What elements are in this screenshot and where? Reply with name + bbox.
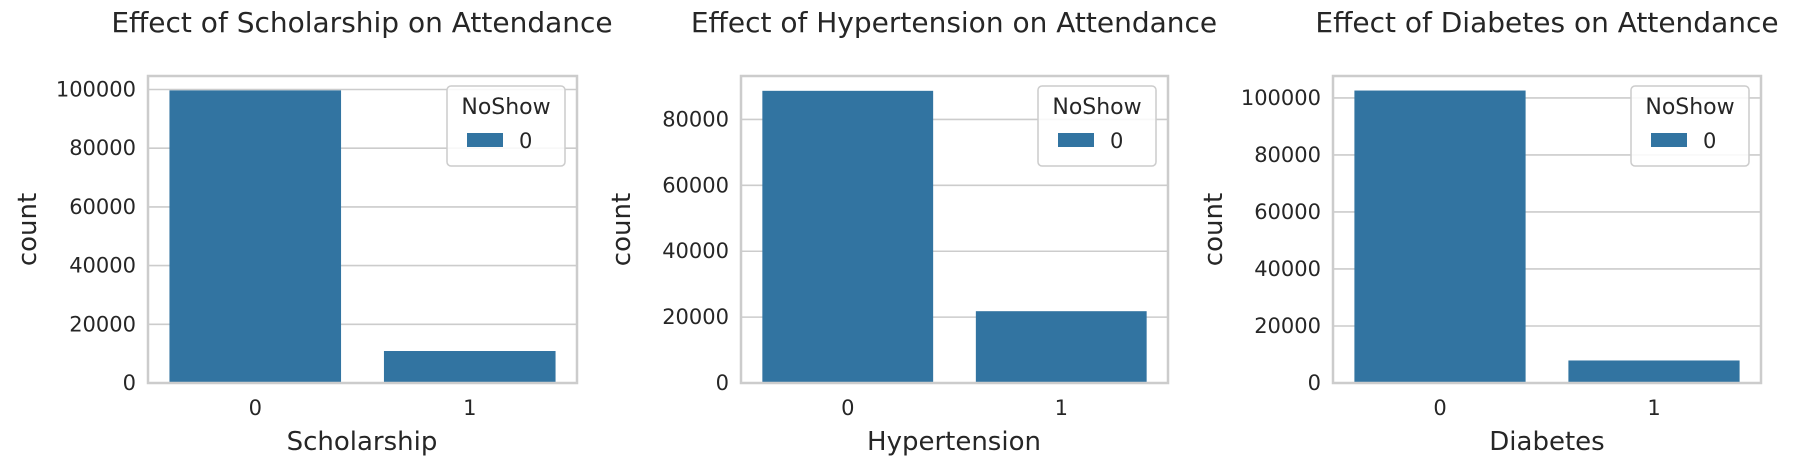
bar-0 xyxy=(762,90,934,383)
legend-swatch xyxy=(467,133,503,147)
legend-swatch xyxy=(1651,133,1687,147)
y-axis-label: count xyxy=(607,193,637,266)
bar-1 xyxy=(1568,360,1740,383)
x-axis-label: Hypertension xyxy=(867,427,1041,457)
chart-hypertension: Effect of Hypertension on Attendance 0 200… xyxy=(607,6,1217,457)
y-tick-label: 100000 xyxy=(1241,86,1321,110)
bar-0 xyxy=(169,90,342,383)
legend: NoShow 0 xyxy=(1630,85,1750,167)
legend: NoShow 0 xyxy=(1037,85,1157,167)
bar-1 xyxy=(975,311,1147,383)
y-tick-label: 80000 xyxy=(1254,143,1321,167)
plot-frame xyxy=(146,74,579,385)
x-tick-label: 1 xyxy=(463,396,476,420)
x-tick-label: 0 xyxy=(1433,396,1446,420)
chart-title: Effect of Diabetes on Attendance xyxy=(1315,6,1778,39)
plot-frame xyxy=(739,74,1170,385)
y-tick-label: 20000 xyxy=(1254,314,1321,338)
chart-title: Effect of Scholarship on Attendance xyxy=(111,6,612,39)
x-tick-label: 0 xyxy=(249,396,262,420)
chart-scholarship: Effect of Scholarship on Attendance 0 2000… xyxy=(13,6,613,457)
legend-label: 0 xyxy=(519,129,532,153)
y-tick-label: 40000 xyxy=(1254,257,1321,281)
bar-0 xyxy=(1354,90,1526,384)
y-tick-label: 80000 xyxy=(69,136,136,160)
legend: NoShow 0 xyxy=(446,85,566,167)
y-tick-label: 0 xyxy=(1308,371,1321,395)
legend-title: NoShow xyxy=(1052,95,1141,120)
y-tick-label: 80000 xyxy=(662,107,729,131)
bar-1 xyxy=(383,351,556,383)
y-axis-label: count xyxy=(1199,193,1229,266)
legend-title: NoShow xyxy=(1645,95,1734,120)
y-tick-label: 40000 xyxy=(662,239,729,263)
y-tick-label: 60000 xyxy=(69,195,136,219)
x-axis-label: Diabetes xyxy=(1489,427,1604,457)
legend-swatch xyxy=(1058,133,1094,147)
y-tick-label: 100000 xyxy=(56,78,136,102)
legend-label: 0 xyxy=(1703,129,1716,153)
y-tick-label: 0 xyxy=(123,371,136,395)
y-axis-label: count xyxy=(13,193,43,266)
x-axis-label: Scholarship xyxy=(287,427,438,457)
legend-title: NoShow xyxy=(461,95,550,120)
y-tick-label: 60000 xyxy=(1254,200,1321,224)
x-tick-label: 0 xyxy=(841,396,854,420)
y-tick-label: 20000 xyxy=(662,305,729,329)
y-tick-label: 20000 xyxy=(69,312,136,336)
y-tick-label: 60000 xyxy=(662,173,729,197)
x-tick-label: 1 xyxy=(1055,396,1068,420)
plot-frame xyxy=(1331,74,1763,385)
legend-label: 0 xyxy=(1110,129,1123,153)
y-tick-label: 40000 xyxy=(69,254,136,278)
chart-title: Effect of Hypertension on Attendance xyxy=(691,6,1217,39)
x-tick-label: 1 xyxy=(1647,396,1660,420)
chart-diabetes: Effect of Diabetes on Attendance 0 20000 40… xyxy=(1199,6,1779,457)
y-tick-label: 0 xyxy=(716,371,729,395)
